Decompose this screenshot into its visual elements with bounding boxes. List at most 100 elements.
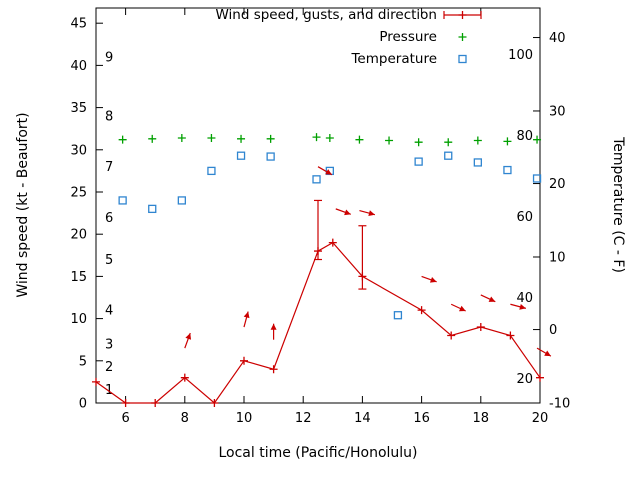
wind-direction-arrow-head [344,209,351,216]
wind-point [269,365,278,374]
axes-layer: 6 8 10 12 14 16 18 20051015202530354045-1001020… [70,7,570,426]
wind-point [240,356,248,365]
pressure-point [148,134,157,143]
series-layer [92,133,552,407]
temperature-point [118,196,127,205]
y-left-tick-label: 20 [70,228,87,243]
temperature-point [207,166,216,176]
legend-wind-plus [458,11,467,19]
pressure-point [444,138,453,147]
y-right-tick-label: 0 [549,323,557,338]
temperature-point [444,151,453,160]
plot-border [95,7,541,404]
wind-direction-arrow-head [185,333,192,340]
temperature-point [532,174,542,183]
beaufort-scale-label: 4 [105,304,113,319]
wind-point [447,331,456,340]
wind-point [506,331,515,340]
pressure-point [355,135,364,144]
legend-label-temperature: Temperature [350,51,437,67]
beaufort-scale-label: 1 [105,383,113,398]
fahrenheit-scale-label: 40 [516,291,533,306]
legend-label-wind: Wind speed, gusts, and direction [215,7,437,23]
y-left-tick-label: 10 [70,312,87,327]
pressure-point [312,133,321,142]
pressure-point [473,136,482,145]
y-left-tick-label: 35 [70,101,87,116]
beaufort-scale-label: 8 [105,110,113,125]
pressure-point [266,134,275,143]
pressure-point [414,138,423,147]
y-left-tick-label: 0 [79,397,87,412]
fahrenheit-scale-label: 60 [516,210,533,225]
x-axis-title: Local time (Pacific/Honolulu) [218,445,417,461]
fahrenheit-scale-label: 20 [516,372,533,387]
beaufort-scale-label: 9 [105,50,113,65]
x-tick-label: 12 [295,411,312,426]
y-right-tick-label: 20 [549,177,566,192]
temperature-point [266,152,275,161]
legend-temperature-marker [458,54,467,64]
x-tick-label: 20 [532,411,549,426]
wind-direction-arrow-head [544,350,551,357]
wind-point [121,399,130,407]
temperature-point [503,165,512,175]
wind-point [536,373,544,382]
wind-point [180,373,189,382]
beaufort-scale-label: 6 [105,211,113,226]
wind-speed-line [95,241,541,404]
pressure-point [207,133,216,142]
wind-direction-arrow-head [488,296,496,302]
legend-pressure-marker [458,33,467,41]
fahrenheit-scale-label: 100 [508,48,533,63]
temperature-point [473,158,482,167]
y-left-tick-label: 15 [70,270,87,285]
temperature-point [236,151,246,160]
wind-point [210,399,219,407]
temperature-point [177,196,186,205]
x-tick-label: 18 [473,411,490,426]
legend-markers [443,11,482,64]
y-left-tick-label: 45 [70,17,87,32]
pressure-point [118,135,127,144]
wind-direction-arrow-head [325,169,332,175]
wind-point [151,399,160,407]
wind-direction-arrow-head [519,303,526,310]
x-tick-label: 14 [354,411,371,426]
pressure-point [503,137,512,146]
pressure-point [385,136,394,145]
wind-direction-arrow-head [270,323,277,330]
wind-point [328,238,337,247]
x-tick-label: 16 [413,411,430,426]
pressure-point [533,135,542,144]
wind-direction-arrow-head [243,311,250,319]
wind-point [92,377,100,386]
temperature-point [414,157,423,166]
y-right-tick-label: 10 [549,250,566,265]
y-left-tick-label: 25 [70,185,87,200]
beaufort-scale-label: 7 [105,160,113,175]
pressure-point [237,134,246,143]
y-right-tick-label: -10 [549,397,570,412]
legend-label-pressure: Pressure [379,29,437,45]
beaufort-scale-label: 2 [105,360,113,375]
fahrenheit-scale-label: 80 [516,129,533,144]
y-left-tick-label: 5 [79,354,87,369]
y-left-tick-label: 30 [70,143,87,158]
wind-direction-arrow-head [368,210,375,217]
temperature-point [393,311,403,320]
wind-point [417,306,426,315]
x-tick-label: 8 [181,411,189,426]
y-left-tick-label: 40 [70,59,87,74]
beaufort-scale-label: 3 [105,337,113,352]
x-tick-label: 6 [121,411,129,426]
temperature-point [312,175,321,184]
y-axis-left-title: Wind speed (kt - Beaufort) [15,112,31,297]
y-axis-right-title: Temperature (C - F) [610,136,626,273]
y-right-tick-label: 30 [549,104,566,119]
beaufort-scale-label: 5 [105,253,113,268]
y-right-tick-label: 40 [549,31,566,46]
pressure-point [177,133,186,142]
